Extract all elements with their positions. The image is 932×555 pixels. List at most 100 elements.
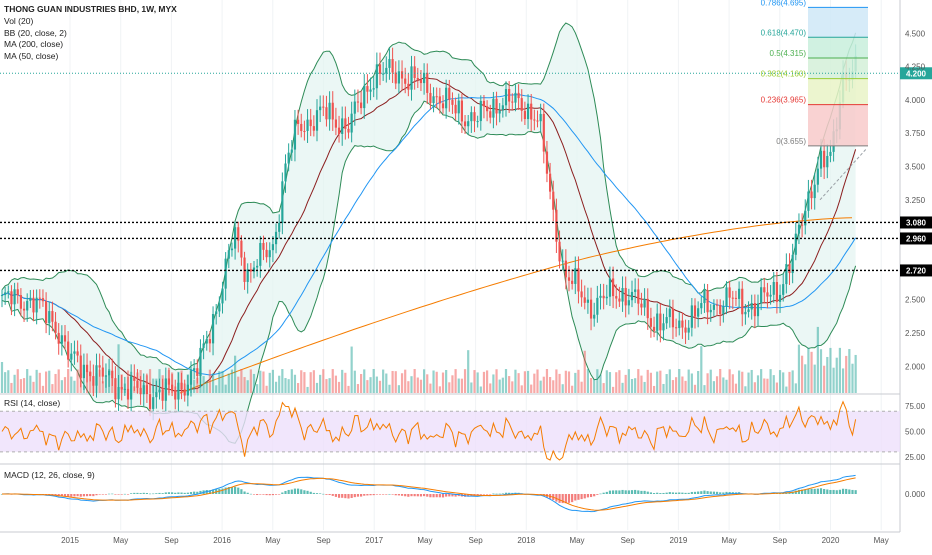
macd-hist-bar <box>832 489 835 494</box>
macd-hist-bar <box>259 494 262 495</box>
macd-hist-bar <box>829 490 832 494</box>
volume-bar <box>199 369 202 393</box>
candle-body <box>495 98 498 114</box>
candle-body <box>504 89 508 106</box>
volume-bar <box>810 351 813 393</box>
candle-body <box>252 267 256 272</box>
legend-bollinger[interactable]: BB (20, close, 2) <box>4 27 67 38</box>
candle-body <box>545 151 549 174</box>
macd-hist-bar <box>230 487 234 494</box>
legend-ma200[interactable]: MA (200, close) <box>4 39 64 50</box>
macd-hist-bar <box>816 488 819 494</box>
candle-body <box>432 96 435 104</box>
macd-legend[interactable]: MACD (12, 26, close, 9) <box>4 470 95 480</box>
candle-body <box>63 335 67 342</box>
candle-body <box>652 326 656 331</box>
macd-hist-bar <box>325 494 328 495</box>
legend-volume[interactable]: Vol (20) <box>4 15 34 26</box>
macd-hist-bar <box>643 490 646 494</box>
volume-bar <box>303 372 306 393</box>
volume-bar <box>26 369 29 393</box>
volume-bar <box>586 369 589 393</box>
macd-hist-bar <box>432 494 435 498</box>
candle-body <box>454 104 457 114</box>
volume-bar <box>306 386 309 393</box>
candle-body <box>501 105 504 111</box>
volume-bar <box>133 386 136 393</box>
legend-ma50[interactable]: MA (50, close) <box>4 51 59 62</box>
macd-hist-bar <box>70 494 73 497</box>
candle-body <box>744 311 747 315</box>
candle-body <box>366 86 369 92</box>
volume-bar <box>571 385 574 393</box>
candle-body <box>593 314 596 319</box>
macd-hist-bar <box>262 494 265 495</box>
support-price-tag <box>900 216 932 229</box>
macd-hist-bar <box>82 494 85 497</box>
rsi-legend[interactable]: RSI (14, close) <box>4 398 61 408</box>
macd-hist-bar <box>435 494 438 498</box>
macd-hist-bar <box>504 492 508 494</box>
candle-body <box>517 92 520 99</box>
macd-hist-bar <box>312 492 315 494</box>
candle-body <box>32 297 35 313</box>
volume-bar <box>322 369 325 393</box>
candle-body <box>224 258 227 289</box>
candle-body <box>561 260 564 262</box>
rsi-tick-label: 25.00 <box>905 453 926 462</box>
price-tick-label: 2.000 <box>905 362 926 371</box>
macd-hist-bar <box>183 492 186 494</box>
volume-bar <box>337 381 341 393</box>
volume-bar <box>854 354 857 393</box>
volume-bar <box>171 372 174 393</box>
rsi-tick-label: 75.00 <box>905 402 926 411</box>
macd-hist-bar <box>375 494 378 495</box>
candle-body <box>618 298 621 302</box>
candle-body <box>13 289 16 305</box>
candle-body <box>133 376 136 381</box>
macd-hist-bar <box>246 492 249 494</box>
candle-body <box>700 303 703 309</box>
candle-body <box>662 323 665 331</box>
macd-hist-bar <box>426 494 429 497</box>
macd-hist-bar <box>171 492 174 494</box>
macd-hist-bar <box>703 490 706 494</box>
volume-bar <box>435 371 438 393</box>
volume-bar <box>788 371 791 393</box>
candle-body <box>85 364 89 373</box>
symbol-title[interactable]: THONG GUAN INDUSTRIES BHD, 1W, MYX <box>4 4 177 14</box>
candle-body <box>347 128 350 133</box>
candle-body <box>104 375 108 377</box>
volume-bar <box>92 385 95 393</box>
time-axis-label: May <box>113 536 128 545</box>
candle-body <box>656 313 659 331</box>
volume-bar <box>186 374 189 393</box>
candle-body <box>829 151 832 156</box>
macd-hist-bar <box>353 494 356 498</box>
volume-bar <box>19 379 22 393</box>
volume-bar <box>400 373 404 393</box>
volume-bar <box>126 370 130 393</box>
candle-body <box>82 364 85 379</box>
candle-body <box>549 173 552 192</box>
support-price-label: 3.080 <box>906 218 927 227</box>
candle-body <box>410 66 413 90</box>
time-axis-label: 2017 <box>365 536 383 545</box>
volume-bar <box>429 383 432 393</box>
candle-body <box>671 308 675 328</box>
volume-bar <box>123 383 126 393</box>
volume-bar <box>460 378 463 393</box>
time-axis-label: 2015 <box>61 536 79 545</box>
volume-bar <box>328 378 331 393</box>
bollinger-lower-line <box>1 100 857 444</box>
last-price-tag <box>900 67 932 80</box>
macd-hist-bar <box>108 493 111 495</box>
volume-bar <box>7 370 10 393</box>
macd-hist-bar <box>394 494 397 496</box>
volume-bar <box>312 370 315 393</box>
candles <box>0 44 857 421</box>
macd-hist-bar <box>63 494 67 497</box>
candle-body <box>728 287 731 298</box>
macd-hist-bar <box>60 494 63 497</box>
